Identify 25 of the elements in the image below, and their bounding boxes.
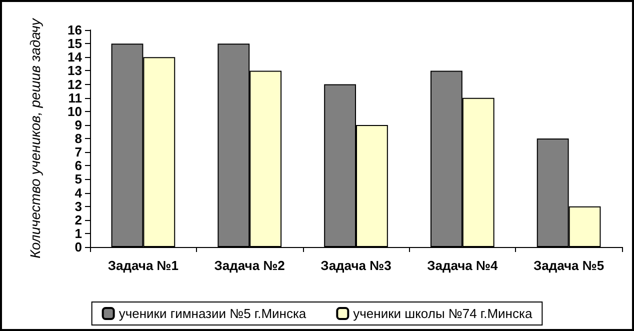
x-tick-label: Задача №2	[214, 258, 285, 273]
y-tick-label: 8	[74, 131, 82, 146]
x-tick-label: Задача №3	[320, 258, 392, 273]
y-tick-label: 6	[74, 158, 82, 174]
y-tick-label: 4	[74, 185, 83, 200]
x-tick-label: Задача №4	[427, 258, 498, 273]
y-tick-label: 3	[74, 198, 82, 214]
y-tick-label: 9	[74, 117, 82, 132]
y-tick-label: 7	[74, 144, 82, 160]
y-tick-label: 14	[68, 50, 83, 65]
y-tick-label: 15	[68, 36, 82, 52]
legend-label: ученики школы №74 г.Минска	[353, 306, 533, 321]
y-tick-label: 1	[74, 226, 82, 241]
y-tick-label: 12	[68, 76, 82, 92]
y-tick-label: 11	[68, 90, 82, 106]
x-tick-label: Задача №5	[533, 258, 604, 273]
y-tick-label: 0	[74, 240, 82, 254]
y-tick-label: 16	[68, 22, 82, 38]
legend-label: ученики гимназии №5 г.Минска	[118, 306, 307, 321]
y-tick-label: 5	[74, 172, 82, 187]
y-tick-label: 2	[74, 212, 82, 228]
y-axis-title: Количество учеников, решив задачу	[27, 18, 43, 258]
x-tick-label: Задача №1	[108, 258, 179, 273]
y-tick-label: 10	[68, 104, 82, 119]
y-tick-label: 13	[68, 63, 82, 78]
